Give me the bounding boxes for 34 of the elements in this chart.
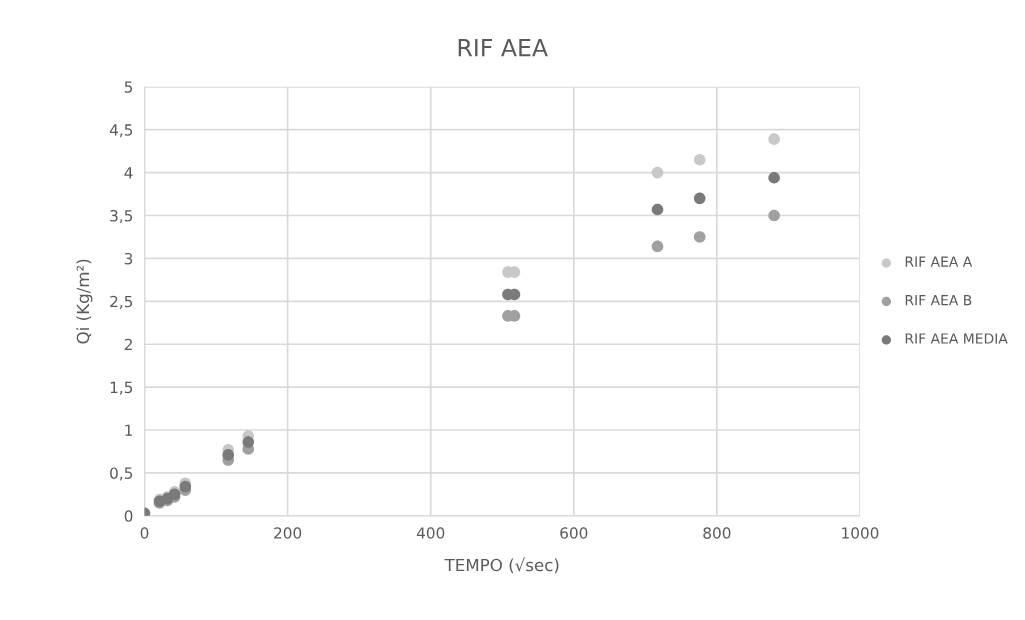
y-tick-label: 4 xyxy=(124,167,133,179)
x-axis-title: TEMPO (√sec) xyxy=(444,557,559,574)
point xyxy=(222,449,235,461)
x-tick-label: 600 xyxy=(560,527,588,539)
y-tick-label: 4,5 xyxy=(109,124,133,138)
chart-title: RIF AEA xyxy=(458,39,548,57)
x-tick-label: 200 xyxy=(274,527,302,539)
x-tick-label: 800 xyxy=(703,527,731,539)
legend-label: RIF AEA B xyxy=(905,295,972,306)
y-tick-label: 5 xyxy=(124,81,133,93)
point xyxy=(693,231,706,243)
y-tick-label: 3,5 xyxy=(110,209,133,224)
x-tick-label: 0 xyxy=(140,527,149,539)
y-axis-title: Qi (Kg/m²) xyxy=(76,259,93,344)
point xyxy=(651,203,664,216)
legend-label: RIF AEA A xyxy=(905,256,973,267)
y-tick-label: 0,5 xyxy=(110,467,133,481)
point xyxy=(768,171,780,184)
legend-label: RIF AEA MEDIA xyxy=(905,333,1008,344)
y-tick-label: 2 xyxy=(124,338,132,351)
point xyxy=(651,240,664,253)
y-tick-label: 1 xyxy=(125,424,132,436)
point xyxy=(651,166,664,179)
point xyxy=(768,209,780,222)
y-tick-label: 3 xyxy=(124,252,133,265)
point xyxy=(693,153,706,166)
point xyxy=(242,436,255,448)
point xyxy=(768,133,780,145)
y-tick-label: 0 xyxy=(124,510,133,522)
x-tick-label: 400 xyxy=(416,527,445,539)
point xyxy=(693,192,706,205)
y-tick-label: 2,5 xyxy=(110,295,133,309)
x-tick-label: 1000 xyxy=(842,527,879,539)
y-tick-label: 1,5 xyxy=(110,381,133,395)
